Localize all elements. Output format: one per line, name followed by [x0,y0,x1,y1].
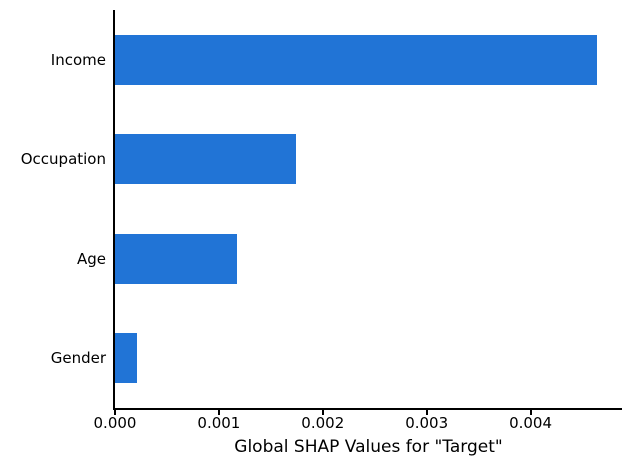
xtick-mark-0.001 [217,410,220,415]
ytick-label-income: Income [50,50,106,69]
bar-gender [115,333,137,384]
bar-occupation [115,134,296,185]
x-axis-spine [113,408,622,410]
xtick-label-0.001: 0.001 [197,414,241,432]
bar-income [115,34,598,85]
y-axis-spine [113,10,115,410]
plot-area [115,10,622,408]
xtick-mark-0.003 [425,410,428,415]
ytick-label-gender: Gender [50,349,106,368]
xtick-label-0.004: 0.004 [509,414,553,432]
xtick-label-0.003: 0.003 [405,414,449,432]
ytick-label-age: Age [76,249,106,268]
xtick-label-0.000: 0.000 [93,414,137,432]
x-axis-title: Global SHAP Values for "Target" [234,437,503,457]
ytick-label-occupation: Occupation [20,150,106,169]
xtick-mark-0.004 [529,410,532,415]
bar-age [115,233,237,284]
xtick-mark-0.002 [321,410,324,415]
xtick-mark-0.000 [114,410,116,415]
xtick-label-0.002: 0.002 [301,414,345,432]
